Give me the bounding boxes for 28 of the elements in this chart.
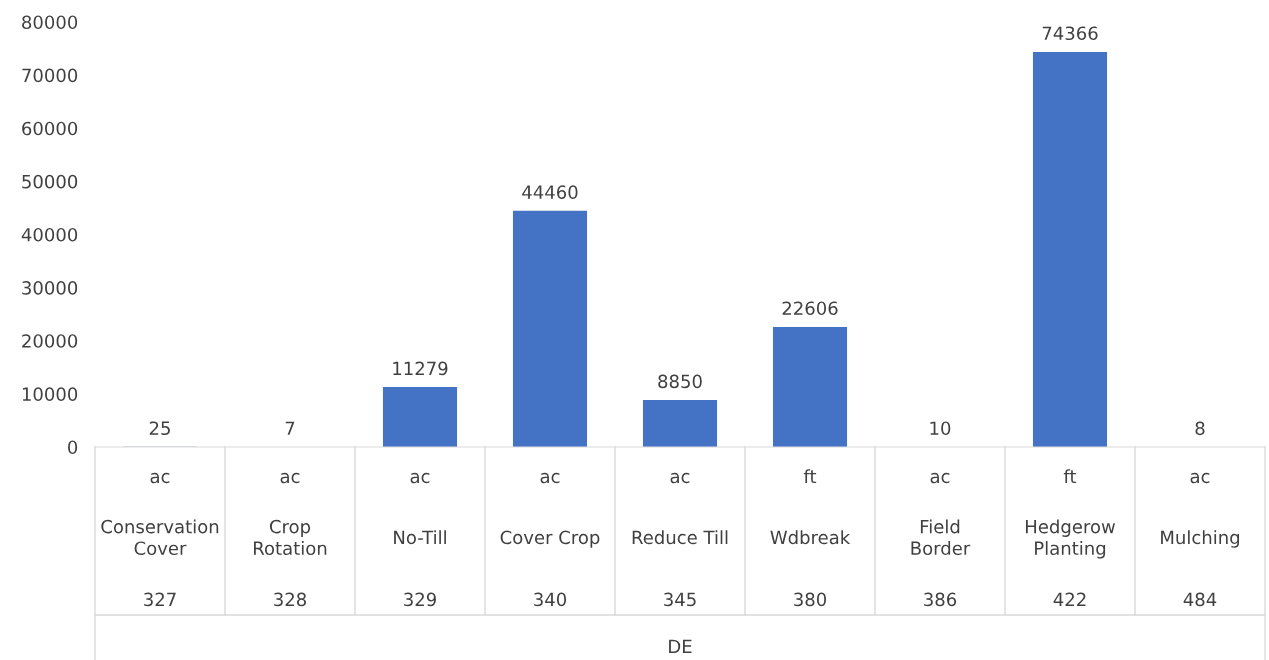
- y-tick-label: 50000: [22, 174, 78, 189]
- category-label: ft Wdbreak 380: [770, 469, 851, 607]
- category-label: ac No-Till 329: [394, 472, 446, 607]
- category-label: ac Mulching 484: [1161, 472, 1240, 607]
- y-tick-label: 80000: [22, 15, 78, 30]
- data-label: 74366: [1042, 26, 1098, 41]
- y-tick-label: 40000: [21, 227, 78, 242]
- category-label: ac Field Border 386: [911, 472, 971, 607]
- y-tick-label: 60000: [22, 121, 78, 136]
- y-tick-label: 70000: [22, 68, 78, 83]
- category-label: ac Reduce Till 345: [632, 472, 728, 607]
- data-label: 8: [1195, 421, 1205, 436]
- data-label: 25: [149, 421, 170, 436]
- y-tick-label: 20000: [22, 334, 78, 348]
- category-label: ac Conservation Cover 327: [101, 472, 219, 607]
- data-label: 11279: [393, 361, 448, 376]
- category-label: ac Cover Crop 340: [500, 472, 600, 607]
- y-tick-label: 10000: [22, 387, 78, 401]
- text: DE: [669, 639, 692, 653]
- y-tick-label: 0: [68, 440, 78, 455]
- data-label: 10: [930, 421, 951, 436]
- data-label: 44460: [522, 185, 578, 199]
- y-tick-label: 30000: [22, 281, 78, 295]
- data-label: 8850: [658, 374, 702, 389]
- data-label: 7: [285, 421, 295, 435]
- category-label: ft Hedgerow Planting 422: [1026, 469, 1116, 606]
- category-label: ac Crop Rotation 328: [254, 472, 327, 607]
- data-label: 22606: [782, 301, 838, 316]
